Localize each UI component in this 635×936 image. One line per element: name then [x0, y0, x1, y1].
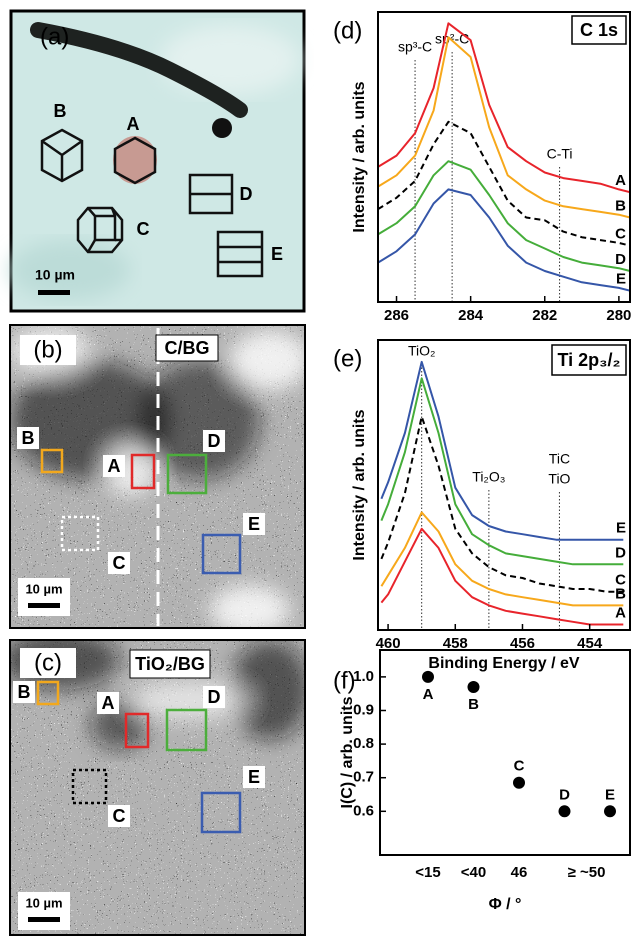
- chart-title: Ti 2p₃/₂: [558, 350, 621, 370]
- data-point: [559, 805, 571, 817]
- y-tick-label: 0.9: [353, 701, 374, 718]
- annotation: sp²-C: [435, 31, 469, 47]
- annotation: TiC: [549, 451, 570, 467]
- y-tick-label: 1.0: [353, 668, 374, 685]
- series-label: E: [616, 271, 626, 288]
- scale-bar: [38, 290, 70, 295]
- series-label: D: [615, 544, 626, 561]
- x-axis-label: Φ / °: [489, 896, 522, 913]
- marker-label: B: [18, 682, 31, 702]
- series-label: D: [615, 251, 626, 268]
- annotation: C-Ti: [547, 146, 573, 162]
- panel-a: (a) A B C D E 10 µm: [10, 11, 304, 311]
- x-tick-label: <15: [415, 864, 440, 881]
- point-label: B: [468, 696, 479, 713]
- scale-label: 10 µm: [35, 267, 75, 283]
- marker-label: E: [271, 244, 283, 264]
- series-label: A: [615, 604, 626, 621]
- scale-label: 10 µm: [25, 895, 62, 910]
- annotation: TiO₂: [408, 343, 435, 359]
- y-axis-label: Intensity / arb. units: [351, 409, 368, 560]
- plot-frame: [380, 650, 630, 855]
- y-tick-label: 0.6: [353, 802, 374, 819]
- panel-label: (d): [333, 17, 362, 44]
- marker-label: E: [248, 514, 260, 534]
- figure: (a) A B C D E 10 µm (b) C/BG A: [0, 0, 635, 936]
- marker-label: D: [240, 184, 253, 204]
- marker-label: B: [54, 101, 67, 121]
- annotation: sp³-C: [398, 39, 432, 55]
- data-point: [468, 681, 480, 693]
- region-a: [113, 136, 157, 184]
- point-label: D: [559, 786, 570, 803]
- data-point: [422, 671, 434, 683]
- x-axis-label: Binding Energy / eV: [428, 655, 579, 672]
- point-label: A: [423, 686, 434, 703]
- series-label: A: [615, 172, 626, 189]
- chart-title: C 1s: [580, 20, 618, 40]
- y-tick-label: 0.7: [353, 769, 374, 786]
- series-label: B: [615, 585, 626, 602]
- panel-label: (b): [33, 336, 62, 363]
- data-point: [604, 805, 616, 817]
- x-tick-label: ≥ ~50: [568, 864, 606, 881]
- y-tick-label: 0.8: [353, 735, 374, 752]
- annotation: TiO: [548, 471, 570, 487]
- x-tick-label: 46: [511, 864, 528, 881]
- spectrum: [381, 362, 623, 540]
- marker-label: A: [127, 114, 140, 134]
- map-tag: C/BG: [165, 338, 210, 358]
- series-label: C: [615, 226, 626, 243]
- x-tick-label: 280: [606, 307, 631, 324]
- panel-label: (c): [34, 649, 62, 676]
- x-tick-label: 284: [458, 307, 484, 324]
- scale-label: 10 µm: [25, 581, 62, 596]
- series-label: E: [616, 520, 626, 537]
- scale-bar: [28, 917, 60, 922]
- map-tag: TiO₂/BG: [135, 654, 205, 674]
- x-tick-label: 286: [384, 307, 409, 324]
- marker-label: D: [208, 431, 221, 451]
- marker-label: C: [137, 219, 150, 239]
- marker-label: E: [248, 767, 260, 787]
- panel-label: (e): [333, 345, 362, 372]
- spectrum: [378, 37, 630, 217]
- spectrum: [381, 529, 623, 625]
- point-label: E: [605, 786, 615, 803]
- data-point: [513, 777, 525, 789]
- flake-end: [212, 118, 232, 138]
- marker-label: B: [22, 428, 35, 448]
- point-label: C: [514, 758, 525, 775]
- marker-label: A: [102, 693, 115, 713]
- annotation: Ti₂O₃: [472, 469, 505, 485]
- x-tick-label: 282: [532, 307, 557, 324]
- scale-bar: [28, 603, 60, 608]
- marker-label: A: [108, 456, 121, 476]
- panel-label: (a): [40, 23, 69, 50]
- marker-label: C: [113, 806, 126, 826]
- series-label: B: [615, 198, 626, 215]
- spectrum: [381, 512, 623, 605]
- marker-label: C: [113, 553, 126, 573]
- spectrum: [381, 417, 623, 592]
- x-tick-label: <40: [461, 864, 486, 881]
- plot-frame: [378, 12, 630, 302]
- y-axis-label: Intensity / arb. units: [351, 81, 368, 232]
- marker-label: D: [208, 687, 221, 707]
- y-axis-label: I(C) / arb. units: [339, 696, 356, 808]
